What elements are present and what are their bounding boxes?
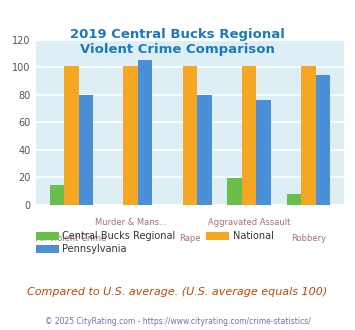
Bar [301,66,316,205]
Text: Central Bucks Regional: Central Bucks Regional [62,231,175,241]
Text: National: National [233,231,273,241]
Text: Robbery: Robbery [291,234,326,243]
Bar [123,66,138,205]
Text: Aggravated Assault: Aggravated Assault [208,218,290,227]
Text: All Violent Crime: All Violent Crime [36,234,106,243]
Bar [183,66,197,205]
Text: 2019 Central Bucks Regional
Violent Crime Comparison: 2019 Central Bucks Regional Violent Crim… [70,28,285,56]
Bar [138,60,152,205]
Bar [287,194,301,205]
Text: Rape: Rape [179,234,201,243]
Text: © 2025 CityRating.com - https://www.cityrating.com/crime-statistics/: © 2025 CityRating.com - https://www.city… [45,317,310,326]
Bar [78,95,93,205]
Bar [50,185,64,205]
Bar [197,95,212,205]
Text: Pennsylvania: Pennsylvania [62,244,127,254]
Text: Murder & Mans...: Murder & Mans... [95,218,166,227]
Bar [64,66,78,205]
Text: Compared to U.S. average. (U.S. average equals 100): Compared to U.S. average. (U.S. average … [27,287,328,297]
Bar [316,75,330,205]
Bar [228,179,242,205]
Bar [242,66,257,205]
Bar [257,100,271,205]
